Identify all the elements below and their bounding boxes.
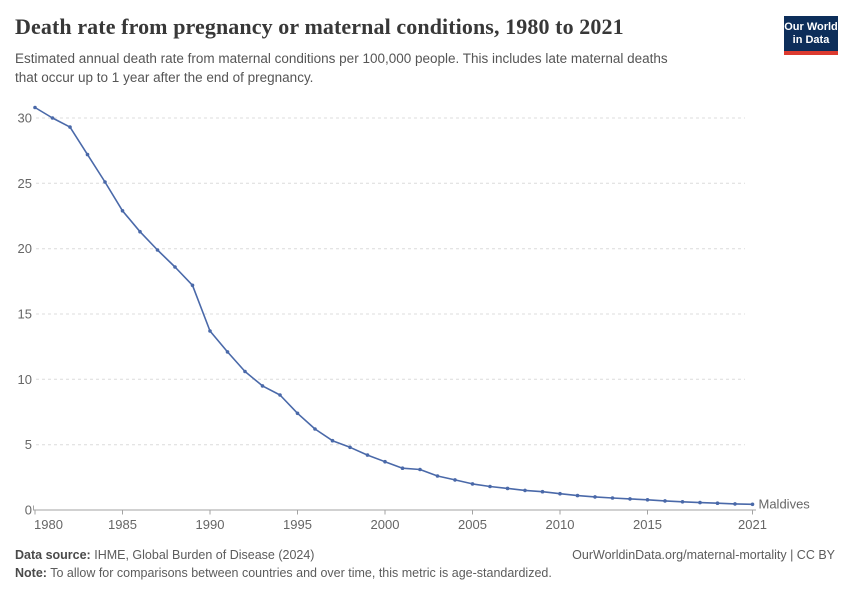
footer-link[interactable]: OurWorldinData.org/maternal-mortality | … [572,548,835,562]
data-point[interactable] [120,209,125,213]
data-point[interactable] [225,350,230,354]
chart-subtitle-line2: that occur up to 1 year after the end of… [15,69,314,85]
data-point[interactable] [575,493,580,498]
owid-logo-line2: in Data [792,34,830,46]
data-point[interactable] [295,411,300,416]
data-point[interactable] [103,180,107,184]
y-axis-tick-label: 0 [25,503,32,518]
y-axis-tick-label: 10 [18,372,32,387]
data-point[interactable] [715,501,720,506]
x-axis-tick-label: 1995 [283,517,312,532]
owid-logo[interactable]: Our World in Data [784,16,838,55]
y-axis-tick-label: 30 [18,111,32,126]
data-source-text: IHME, Global Burden of Disease (2024) [94,548,315,562]
data-point[interactable] [663,499,667,503]
x-axis-tick-label: 2000 [371,517,400,532]
chart-footer: Data source: IHME, Global Burden of Dise… [15,546,835,582]
note-text: To allow for comparisons between countri… [50,566,552,581]
owid-logo-line1: Our World [784,21,838,33]
data-point[interactable] [208,329,212,333]
data-point[interactable] [470,482,475,486]
data-point[interactable] [190,283,195,288]
chart-header: Death rate from pregnancy or maternal co… [15,14,835,87]
data-point[interactable] [243,369,247,374]
data-point[interactable] [50,116,55,120]
data-point[interactable] [85,152,90,157]
chart-subtitle-line1: Estimated annual death rate from materna… [15,51,668,66]
data-point[interactable] [593,495,597,499]
x-axis: 1980 1985 1990 1995 2000 2005 2010 2015 2021 [33,505,767,532]
y-axis-tick-label: 20 [18,241,32,256]
data-point[interactable] [505,486,510,491]
note-label: Note: [15,566,47,581]
data-point[interactable] [348,445,352,450]
data-point[interactable] [540,489,545,494]
data-point[interactable] [558,491,562,496]
x-axis-tick-label: 2010 [546,517,575,532]
data-point[interactable] [698,500,702,505]
data-series-maldives[interactable] [33,105,755,507]
data-source-label: Data source: [15,548,91,562]
data-point[interactable] [453,478,457,482]
note-line: Note: To allow for comparisons between c… [15,566,552,580]
data-point[interactable] [523,488,527,493]
page-title: Death rate from pregnancy or maternal co… [15,14,624,39]
data-point[interactable] [173,265,177,269]
data-point[interactable] [138,229,142,234]
data-point[interactable] [260,384,265,388]
data-point[interactable] [400,466,405,471]
x-axis-tick-label: 2021 [738,517,767,532]
data-point[interactable] [383,459,387,464]
data-point[interactable] [68,125,72,129]
y-axis-tick-label: 25 [18,176,32,191]
data-point[interactable] [313,427,317,431]
y-axis-tick-label: 5 [25,437,32,452]
data-source-line: Data source: IHME, Global Burden of Dise… [15,546,314,564]
data-point[interactable] [750,502,755,507]
x-axis-tick-label: 2015 [633,517,662,532]
data-point[interactable] [418,467,422,472]
data-point[interactable] [628,497,632,501]
data-series-line[interactable] [34,106,754,506]
x-axis-tick-label: 1985 [108,517,137,532]
x-axis-tick-label: 1990 [196,517,225,532]
y-gridlines: 0 5 10 15 20 25 30 [18,111,745,518]
data-point[interactable] [155,248,160,252]
entity-label[interactable]: Maldives [759,496,811,511]
data-point[interactable] [488,484,492,489]
y-axis-tick-label: 15 [18,307,32,322]
data-point[interactable] [610,496,615,500]
x-axis-tick-label: 2005 [458,517,487,532]
data-point[interactable] [733,502,737,506]
data-point[interactable] [278,393,282,397]
data-point[interactable] [680,500,685,504]
data-point[interactable] [645,498,650,502]
data-point[interactable] [330,438,335,443]
data-point[interactable] [435,474,440,478]
data-point[interactable] [365,453,370,457]
data-point[interactable] [33,105,37,110]
x-axis-tick-label: 1980 [34,517,63,532]
chart-subtitle: Estimated annual death rate from materna… [15,50,835,87]
